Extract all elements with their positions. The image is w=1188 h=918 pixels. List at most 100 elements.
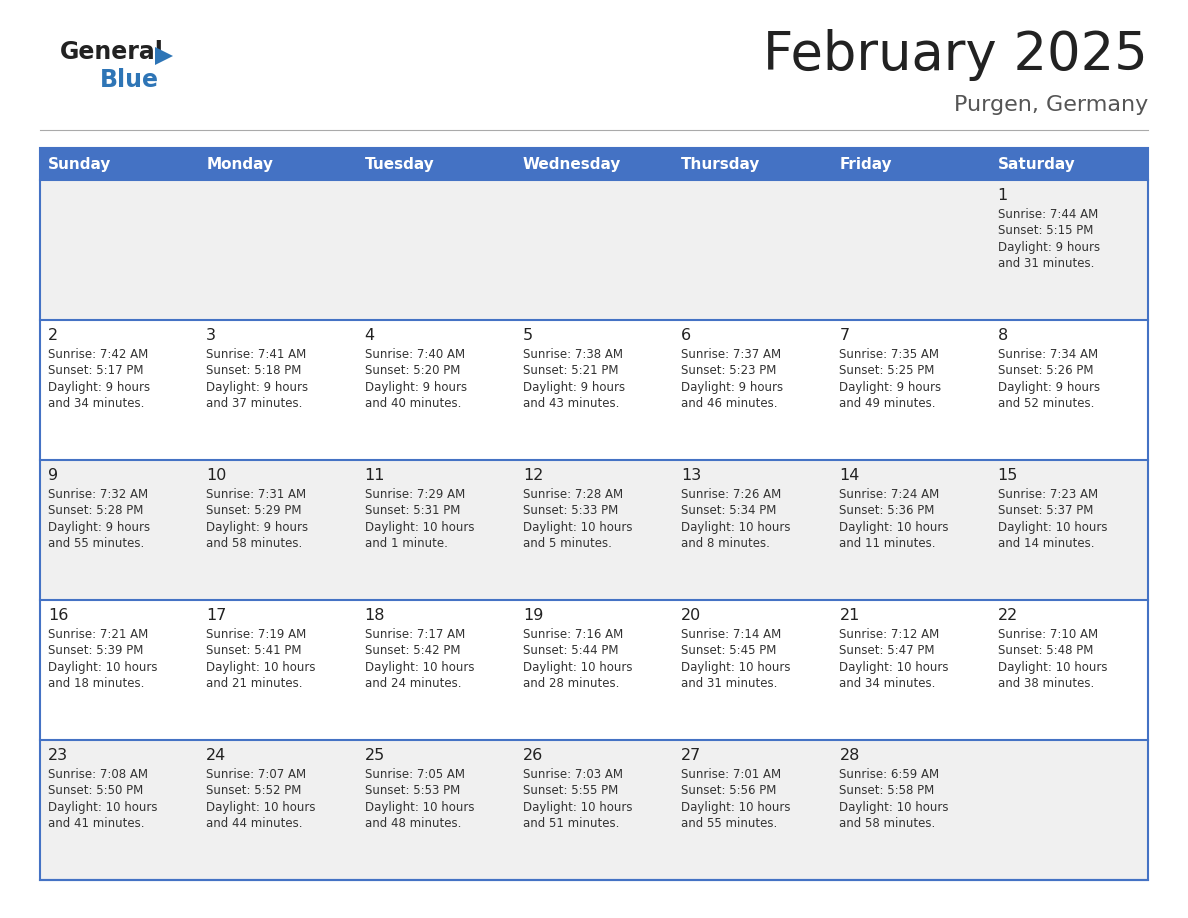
Text: Sunrise: 7:40 AM: Sunrise: 7:40 AM (365, 348, 465, 361)
Text: Sunset: 5:29 PM: Sunset: 5:29 PM (207, 504, 302, 517)
Text: Sunrise: 6:59 AM: Sunrise: 6:59 AM (840, 767, 940, 780)
Text: and 48 minutes.: and 48 minutes. (365, 817, 461, 830)
Text: Daylight: 10 hours: Daylight: 10 hours (207, 800, 316, 813)
Bar (198, 148, 356, 180)
Text: 15: 15 (998, 468, 1018, 484)
Text: and 31 minutes.: and 31 minutes. (998, 257, 1094, 270)
Text: 10: 10 (207, 468, 227, 484)
Text: Daylight: 10 hours: Daylight: 10 hours (840, 521, 949, 533)
Text: and 37 minutes.: and 37 minutes. (207, 397, 303, 410)
Text: Sunrise: 7:21 AM: Sunrise: 7:21 AM (48, 628, 148, 641)
Text: Sunrise: 7:38 AM: Sunrise: 7:38 AM (523, 348, 623, 361)
Text: and 52 minutes.: and 52 minutes. (998, 397, 1094, 410)
Text: 27: 27 (681, 748, 701, 764)
Text: and 58 minutes.: and 58 minutes. (207, 537, 303, 550)
Text: Monday: Monday (207, 156, 273, 172)
Text: Daylight: 9 hours: Daylight: 9 hours (365, 380, 467, 394)
Text: Sunset: 5:39 PM: Sunset: 5:39 PM (48, 644, 144, 657)
Text: Sunrise: 7:17 AM: Sunrise: 7:17 AM (365, 628, 465, 641)
Text: Daylight: 10 hours: Daylight: 10 hours (523, 660, 632, 674)
Text: Daylight: 10 hours: Daylight: 10 hours (681, 800, 791, 813)
Text: Daylight: 9 hours: Daylight: 9 hours (207, 521, 309, 533)
Text: Sunset: 5:36 PM: Sunset: 5:36 PM (840, 504, 935, 517)
Text: Daylight: 10 hours: Daylight: 10 hours (998, 660, 1107, 674)
Text: and 41 minutes.: and 41 minutes. (48, 817, 145, 830)
Text: and 58 minutes.: and 58 minutes. (840, 817, 936, 830)
Text: Sunset: 5:50 PM: Sunset: 5:50 PM (48, 784, 144, 797)
Text: 7: 7 (840, 329, 849, 343)
Text: Sunrise: 7:44 AM: Sunrise: 7:44 AM (998, 207, 1098, 220)
Text: Daylight: 9 hours: Daylight: 9 hours (998, 380, 1100, 394)
Text: Sunset: 5:23 PM: Sunset: 5:23 PM (681, 364, 777, 377)
Text: Sunrise: 7:16 AM: Sunrise: 7:16 AM (523, 628, 624, 641)
Text: and 40 minutes.: and 40 minutes. (365, 397, 461, 410)
Text: Sunset: 5:20 PM: Sunset: 5:20 PM (365, 364, 460, 377)
Text: Sunrise: 7:03 AM: Sunrise: 7:03 AM (523, 767, 623, 780)
Text: and 34 minutes.: and 34 minutes. (48, 397, 145, 410)
Text: Sunset: 5:21 PM: Sunset: 5:21 PM (523, 364, 619, 377)
Text: 5: 5 (523, 329, 533, 343)
Text: Sunrise: 7:31 AM: Sunrise: 7:31 AM (207, 487, 307, 500)
Text: Sunset: 5:55 PM: Sunset: 5:55 PM (523, 784, 618, 797)
Text: Wednesday: Wednesday (523, 156, 621, 172)
Text: 21: 21 (840, 609, 860, 623)
Text: and 1 minute.: and 1 minute. (365, 537, 448, 550)
Text: Daylight: 9 hours: Daylight: 9 hours (48, 521, 150, 533)
Bar (990, 148, 1148, 180)
Text: Daylight: 10 hours: Daylight: 10 hours (681, 660, 791, 674)
Text: Daylight: 9 hours: Daylight: 9 hours (48, 380, 150, 394)
Text: Sunset: 5:18 PM: Sunset: 5:18 PM (207, 364, 302, 377)
Bar (40, 148, 1148, 880)
Text: Daylight: 10 hours: Daylight: 10 hours (365, 521, 474, 533)
Text: Daylight: 9 hours: Daylight: 9 hours (998, 241, 1100, 253)
Text: 18: 18 (365, 609, 385, 623)
Text: 16: 16 (48, 609, 69, 623)
Text: Sunrise: 7:12 AM: Sunrise: 7:12 AM (840, 628, 940, 641)
Text: Sunrise: 7:14 AM: Sunrise: 7:14 AM (681, 628, 782, 641)
Text: Sunset: 5:15 PM: Sunset: 5:15 PM (998, 224, 1093, 237)
Text: 2: 2 (48, 329, 58, 343)
Text: 26: 26 (523, 748, 543, 764)
Text: 25: 25 (365, 748, 385, 764)
Text: Sunset: 5:34 PM: Sunset: 5:34 PM (681, 504, 777, 517)
Bar (40, 180, 1148, 320)
Text: Thursday: Thursday (681, 156, 760, 172)
Text: Sunset: 5:56 PM: Sunset: 5:56 PM (681, 784, 777, 797)
Text: Sunrise: 7:35 AM: Sunrise: 7:35 AM (840, 348, 940, 361)
Text: and 34 minutes.: and 34 minutes. (840, 677, 936, 690)
Text: and 21 minutes.: and 21 minutes. (207, 677, 303, 690)
Text: Daylight: 10 hours: Daylight: 10 hours (840, 660, 949, 674)
Text: Sunrise: 7:42 AM: Sunrise: 7:42 AM (48, 348, 148, 361)
Text: and 18 minutes.: and 18 minutes. (48, 677, 145, 690)
Text: Blue: Blue (100, 68, 159, 92)
Bar (40, 460, 1148, 600)
Text: 13: 13 (681, 468, 701, 484)
Text: Sunrise: 7:29 AM: Sunrise: 7:29 AM (365, 487, 465, 500)
Bar (40, 148, 198, 180)
Text: and 38 minutes.: and 38 minutes. (998, 677, 1094, 690)
Text: 24: 24 (207, 748, 227, 764)
Text: 6: 6 (681, 329, 691, 343)
Text: Sunrise: 7:32 AM: Sunrise: 7:32 AM (48, 487, 148, 500)
Bar (40, 740, 1148, 880)
Text: Daylight: 9 hours: Daylight: 9 hours (840, 380, 942, 394)
Text: Sunday: Sunday (48, 156, 112, 172)
Text: and 46 minutes.: and 46 minutes. (681, 397, 778, 410)
Text: and 28 minutes.: and 28 minutes. (523, 677, 619, 690)
Bar (40, 320, 1148, 460)
Text: 3: 3 (207, 329, 216, 343)
Text: Sunset: 5:26 PM: Sunset: 5:26 PM (998, 364, 1093, 377)
Text: Sunrise: 7:08 AM: Sunrise: 7:08 AM (48, 767, 148, 780)
Text: 17: 17 (207, 609, 227, 623)
Text: Sunrise: 7:05 AM: Sunrise: 7:05 AM (365, 767, 465, 780)
Text: Sunrise: 7:41 AM: Sunrise: 7:41 AM (207, 348, 307, 361)
Text: Sunset: 5:44 PM: Sunset: 5:44 PM (523, 644, 619, 657)
Text: Sunrise: 7:34 AM: Sunrise: 7:34 AM (998, 348, 1098, 361)
Text: Daylight: 10 hours: Daylight: 10 hours (365, 800, 474, 813)
Bar (832, 148, 990, 180)
Text: and 5 minutes.: and 5 minutes. (523, 537, 612, 550)
Text: Sunset: 5:25 PM: Sunset: 5:25 PM (840, 364, 935, 377)
Text: 4: 4 (365, 329, 374, 343)
Bar (356, 148, 514, 180)
Text: Friday: Friday (840, 156, 892, 172)
